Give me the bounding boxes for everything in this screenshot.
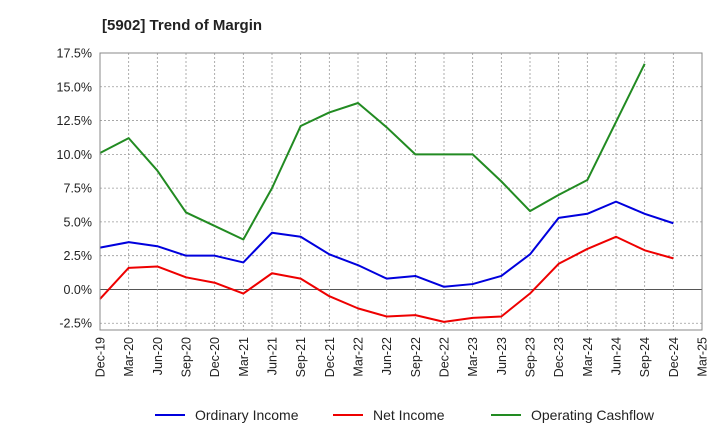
y-tick-label: 15.0% [57, 80, 92, 94]
plot-frame [99, 52, 703, 331]
x-tick-label: Sep-20 [180, 337, 194, 377]
x-tick-label: Sep-21 [294, 337, 308, 377]
x-tick-label: Jun-22 [380, 337, 394, 375]
y-tick-label: 10.0% [57, 148, 92, 162]
series-line-net-income [99, 235, 674, 323]
x-tick-label: Dec-21 [323, 337, 337, 377]
y-tick-label: 5.0% [64, 215, 93, 229]
x-tick-label: Mar-22 [352, 337, 366, 377]
x-tick-label: Dec-19 [94, 337, 108, 377]
x-tick-label: Dec-23 [552, 337, 566, 377]
x-tick-label: Dec-24 [667, 337, 681, 377]
legend-label: Net Income [373, 407, 445, 423]
series-lines [99, 63, 674, 323]
chart-title: [5902] Trend of Margin [102, 17, 262, 34]
x-tick-label: Mar-20 [122, 337, 136, 377]
x-tick-label: Jun-24 [610, 337, 624, 375]
y-tick-label: 0.0% [64, 283, 93, 297]
y-tick-label: 2.5% [64, 249, 93, 263]
x-tick-label: Jun-20 [151, 337, 165, 375]
legend-label: Ordinary Income [195, 407, 299, 423]
x-tick-label: Sep-23 [524, 337, 538, 377]
y-tick-label: 12.5% [57, 114, 92, 128]
x-tick-label: Dec-20 [208, 337, 222, 377]
x-tick-label: Sep-22 [409, 337, 423, 377]
x-tick-label: Jun-23 [495, 337, 509, 375]
y-tick-label: 7.5% [64, 182, 93, 196]
x-tick-label: Mar-25 [696, 337, 710, 377]
x-tick-label: Mar-24 [581, 337, 595, 377]
x-tick-label: Mar-23 [466, 337, 480, 377]
y-axis: -2.5% 0.0% 2.5% 5.0% 7.5% 10.0% 12.5% 15.0% 17.5… [57, 47, 92, 331]
legend-label: Operating Cashflow [531, 407, 655, 423]
series-line-ordinary-income [99, 200, 674, 288]
x-tick-label: Mar-21 [237, 337, 251, 377]
x-tick-label: Dec-22 [438, 337, 452, 377]
x-tick-label: Jun-21 [266, 337, 280, 375]
x-tick-label: Sep-24 [638, 337, 652, 377]
grid [99, 52, 703, 330]
y-tick-label: 17.5% [57, 47, 92, 61]
y-tick-label: -2.5% [59, 317, 92, 331]
series-line-operating-cashflow [99, 63, 646, 241]
legend: Ordinary Income Net Income Operating Cashf… [155, 407, 655, 423]
x-axis: Dec-19 Mar-20 Jun-20 Sep-20 Dec-20 Mar-21 Jun-… [94, 337, 710, 377]
